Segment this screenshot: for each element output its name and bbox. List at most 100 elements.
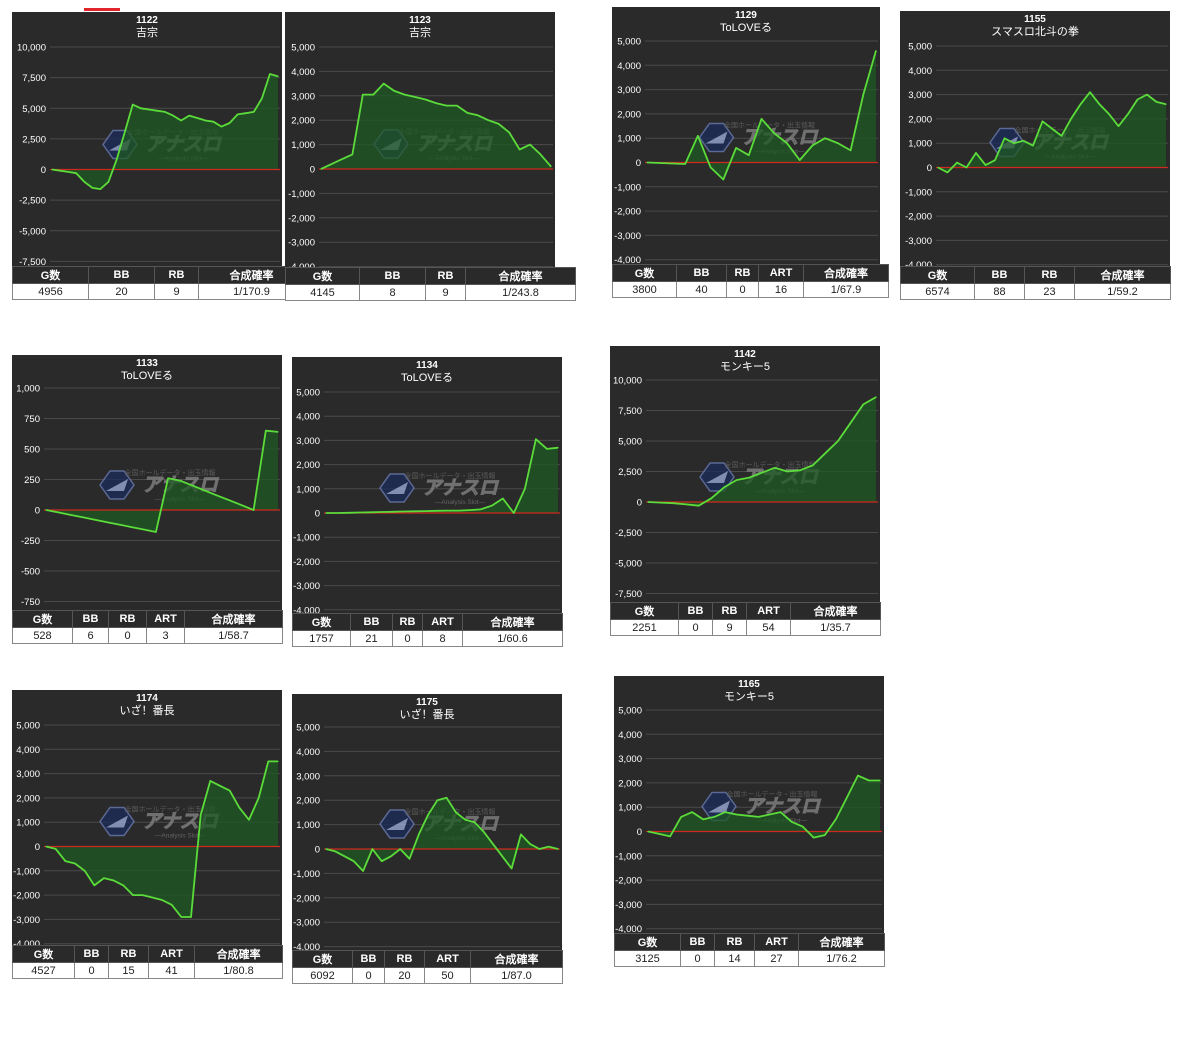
stats-header-cell: 合成確率 [194, 945, 283, 963]
data-point [358, 511, 360, 514]
stats-value-cell: 6574 [900, 283, 975, 300]
data-point [238, 807, 240, 809]
stats-value-cell: 1/170.9 [198, 283, 305, 300]
chart-panel-1155: 1155 スマスロ北斗の拳 5,000 4,000 3,000 2,000 1,000 0 -1… [900, 11, 1171, 300]
data-point [813, 836, 815, 839]
data-point [879, 779, 881, 782]
y-tick-label: 0 [310, 165, 315, 176]
data-point [1136, 98, 1139, 101]
data-point [875, 50, 877, 52]
logo-arrow-icon [106, 479, 128, 491]
y-tick-label: 0 [927, 163, 932, 174]
series-area [52, 74, 278, 190]
stats-header-cell: RB [712, 602, 747, 620]
y-tick-label: 1,000 [617, 134, 641, 145]
data-point [713, 816, 715, 818]
logo-arrow-icon [708, 800, 730, 813]
stats-header-row: G数 BB RB ART 合成確率 [614, 933, 885, 951]
data-point [59, 170, 61, 172]
data-point [786, 142, 788, 144]
data-point [937, 166, 939, 169]
data-point [219, 785, 221, 787]
stats-header-cell: RB [384, 950, 425, 968]
stats-header-cell: G数 [610, 602, 679, 620]
logo-text: アナスロ [744, 797, 822, 818]
machine-number: 1122 [136, 15, 158, 26]
chart-panel-1175: 1175 いざ！番長 5,000 4,000 3,000 2,000 1,000 0 -1,00… [292, 694, 563, 984]
stats-header-cell: BB [88, 266, 155, 284]
y-tick-label: -4,000 [614, 255, 641, 264]
stats-header-cell: G数 [12, 266, 89, 284]
data-point [722, 178, 724, 181]
data-point [253, 111, 255, 113]
data-point [723, 486, 725, 488]
y-tick-label: -750 [21, 597, 40, 608]
y-tick-label: 3,000 [617, 85, 641, 96]
y-tick-label: 500 [24, 445, 40, 456]
series-area [326, 797, 558, 871]
data-point [1108, 113, 1110, 115]
data-point [277, 760, 279, 763]
red-accent-mark [84, 8, 120, 11]
data-point [671, 162, 674, 165]
data-point [229, 790, 231, 792]
chart-panel-1174: 1174 いざ！番長 5,000 4,000 3,000 2,000 1,000 0 -1,00… [12, 690, 283, 979]
data-point [857, 775, 859, 777]
stats-value-cell: 0 [74, 962, 109, 979]
stats-table: G数 BB RB ART 合成確率 1757 21 0 8 1/60.6 [292, 613, 563, 647]
stats-value-cell: 2251 [610, 619, 679, 636]
data-point [710, 166, 712, 168]
logo-arrow-icon [705, 131, 728, 144]
stats-table: G数 BB RB 合成確率 4145 8 9 1/243.8 [285, 267, 576, 301]
stats-header-cell: 合成確率 [198, 266, 305, 284]
y-tick-label: -3,000 [288, 238, 315, 249]
y-tick-label: -4,000 [293, 605, 320, 613]
data-point [143, 528, 145, 531]
data-point [735, 147, 737, 149]
chart-svg: 5,000 4,000 3,000 2,000 1,000 0 -1,000 -2,000 -3… [288, 43, 553, 267]
stats-header-cell: BB [72, 610, 109, 628]
stats-table: G数 BB RB ART 合成確率 4527 0 15 41 1/80.8 [12, 945, 283, 979]
logo-arrow-icon [386, 482, 408, 494]
stats-header-cell: G数 [285, 267, 360, 285]
y-tick-label: 1,000 [618, 803, 642, 814]
stats-header-cell: 合成確率 [470, 950, 563, 968]
series-line [45, 429, 279, 533]
data-point [380, 511, 382, 513]
data-point [456, 104, 458, 107]
chart-svg: 10,000 7,500 5,000 2,500 0 -2,500 -5,000 -7,500… [17, 43, 280, 266]
y-tick-label: -3,000 [615, 900, 642, 911]
stats-header-cell: RB [425, 267, 466, 285]
machine-number: 1174 [136, 693, 158, 704]
y-tick-label: -1,000 [905, 187, 932, 198]
stats-value-cell: 1/58.7 [184, 627, 283, 644]
y-tick-label: 4,000 [16, 745, 40, 756]
data-point [164, 111, 166, 113]
stats-value-cell: 23 [1024, 283, 1075, 300]
data-point [362, 870, 364, 872]
data-point [51, 168, 53, 171]
y-tick-label: 4,000 [618, 730, 642, 741]
stats-table: G数 BB RB ART 合成確率 2251 0 9 54 1/35.7 [610, 602, 881, 636]
machine-title: いざ！番長 [119, 705, 175, 717]
stats-header-cell: ART [758, 264, 804, 282]
y-tick-label: -2,000 [13, 891, 40, 902]
data-point [538, 848, 541, 850]
data-point [994, 159, 996, 161]
data-point [172, 115, 174, 117]
data-point [83, 181, 85, 183]
y-tick-label: 3,000 [618, 754, 642, 765]
machine-title: ToLOVEる [401, 372, 453, 384]
y-tick-label: 2,000 [296, 796, 320, 807]
logo-subtext: —Analysis Slot— [155, 833, 206, 840]
logo-text: アナスロ [422, 478, 500, 499]
stats-value-cell: 0 [680, 950, 715, 967]
data-point [399, 848, 401, 850]
data-point [140, 107, 142, 109]
data-point [849, 149, 852, 151]
stats-value-row: 4527 0 15 41 1/80.8 [12, 962, 283, 979]
data-point [862, 403, 864, 405]
chart-svg: 5,000 4,000 3,000 2,000 1,000 0 -1,000 -2,000 -3… [905, 42, 1168, 266]
data-point [362, 93, 364, 96]
machine-number: 1142 [734, 349, 756, 360]
